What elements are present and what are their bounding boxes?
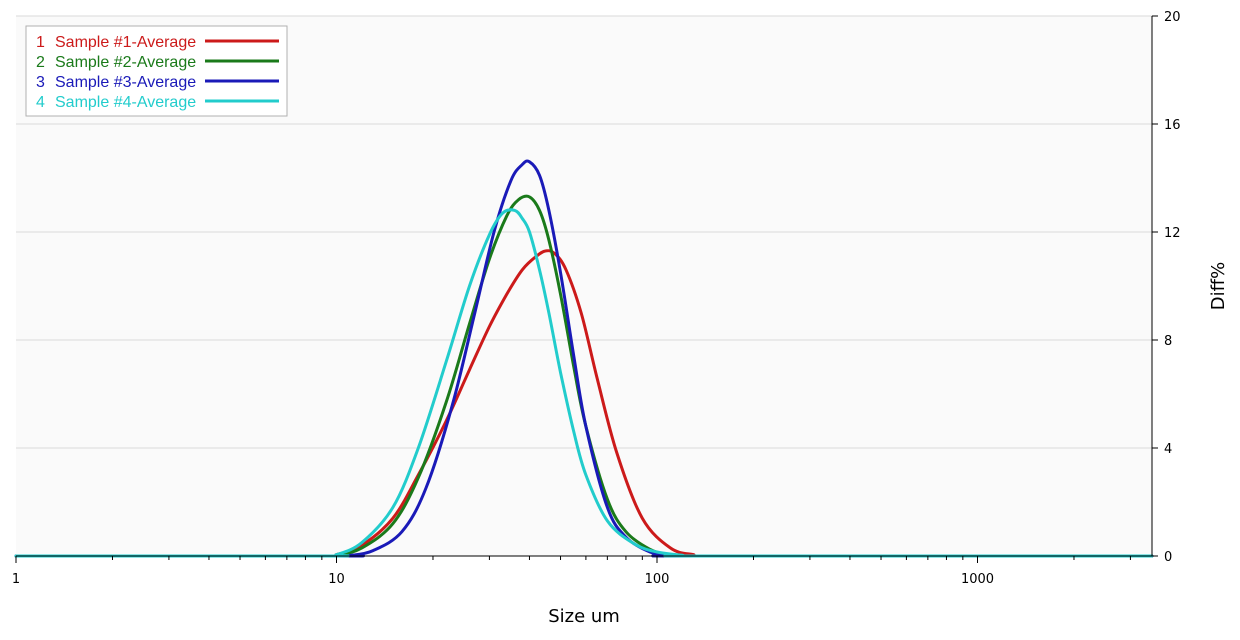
x-tick-label: 100	[645, 572, 670, 587]
y-tick-label: 12	[1164, 226, 1181, 241]
grid-lines	[16, 15, 1152, 449]
legend-label: Sample #2-Average	[55, 54, 196, 71]
legend-index: 4	[36, 94, 45, 111]
y-tick-label: 4	[1164, 442, 1172, 457]
legend: 1 Sample #1-Average 2 Sample #2-Average 3 Sam…	[25, 25, 288, 117]
legend-index: 2	[36, 54, 45, 71]
x-tick-label: 10	[328, 572, 345, 587]
legend-index: 3	[36, 74, 45, 91]
series-lines	[14, 159, 1154, 558]
series-line-1	[14, 249, 1154, 558]
y-axis-title: Diff%	[1208, 262, 1229, 310]
y-tick-label: 20	[1164, 10, 1181, 25]
legend-index: 1	[36, 34, 45, 51]
x-axis-title: Size um	[548, 606, 620, 627]
series-line-4	[14, 208, 1154, 558]
y-tick-label: 16	[1164, 118, 1181, 133]
legend-label: Sample #3-Average	[55, 74, 196, 91]
x-tick-label: 1000	[961, 572, 994, 587]
y-tick-label: 8	[1164, 334, 1172, 349]
series-line-3	[14, 159, 1154, 558]
legend-label: Sample #1-Average	[55, 34, 196, 51]
x-tick-label: 1	[12, 572, 20, 587]
legend-label: Sample #4-Average	[55, 94, 196, 111]
y-tick-label: 0	[1164, 550, 1172, 565]
